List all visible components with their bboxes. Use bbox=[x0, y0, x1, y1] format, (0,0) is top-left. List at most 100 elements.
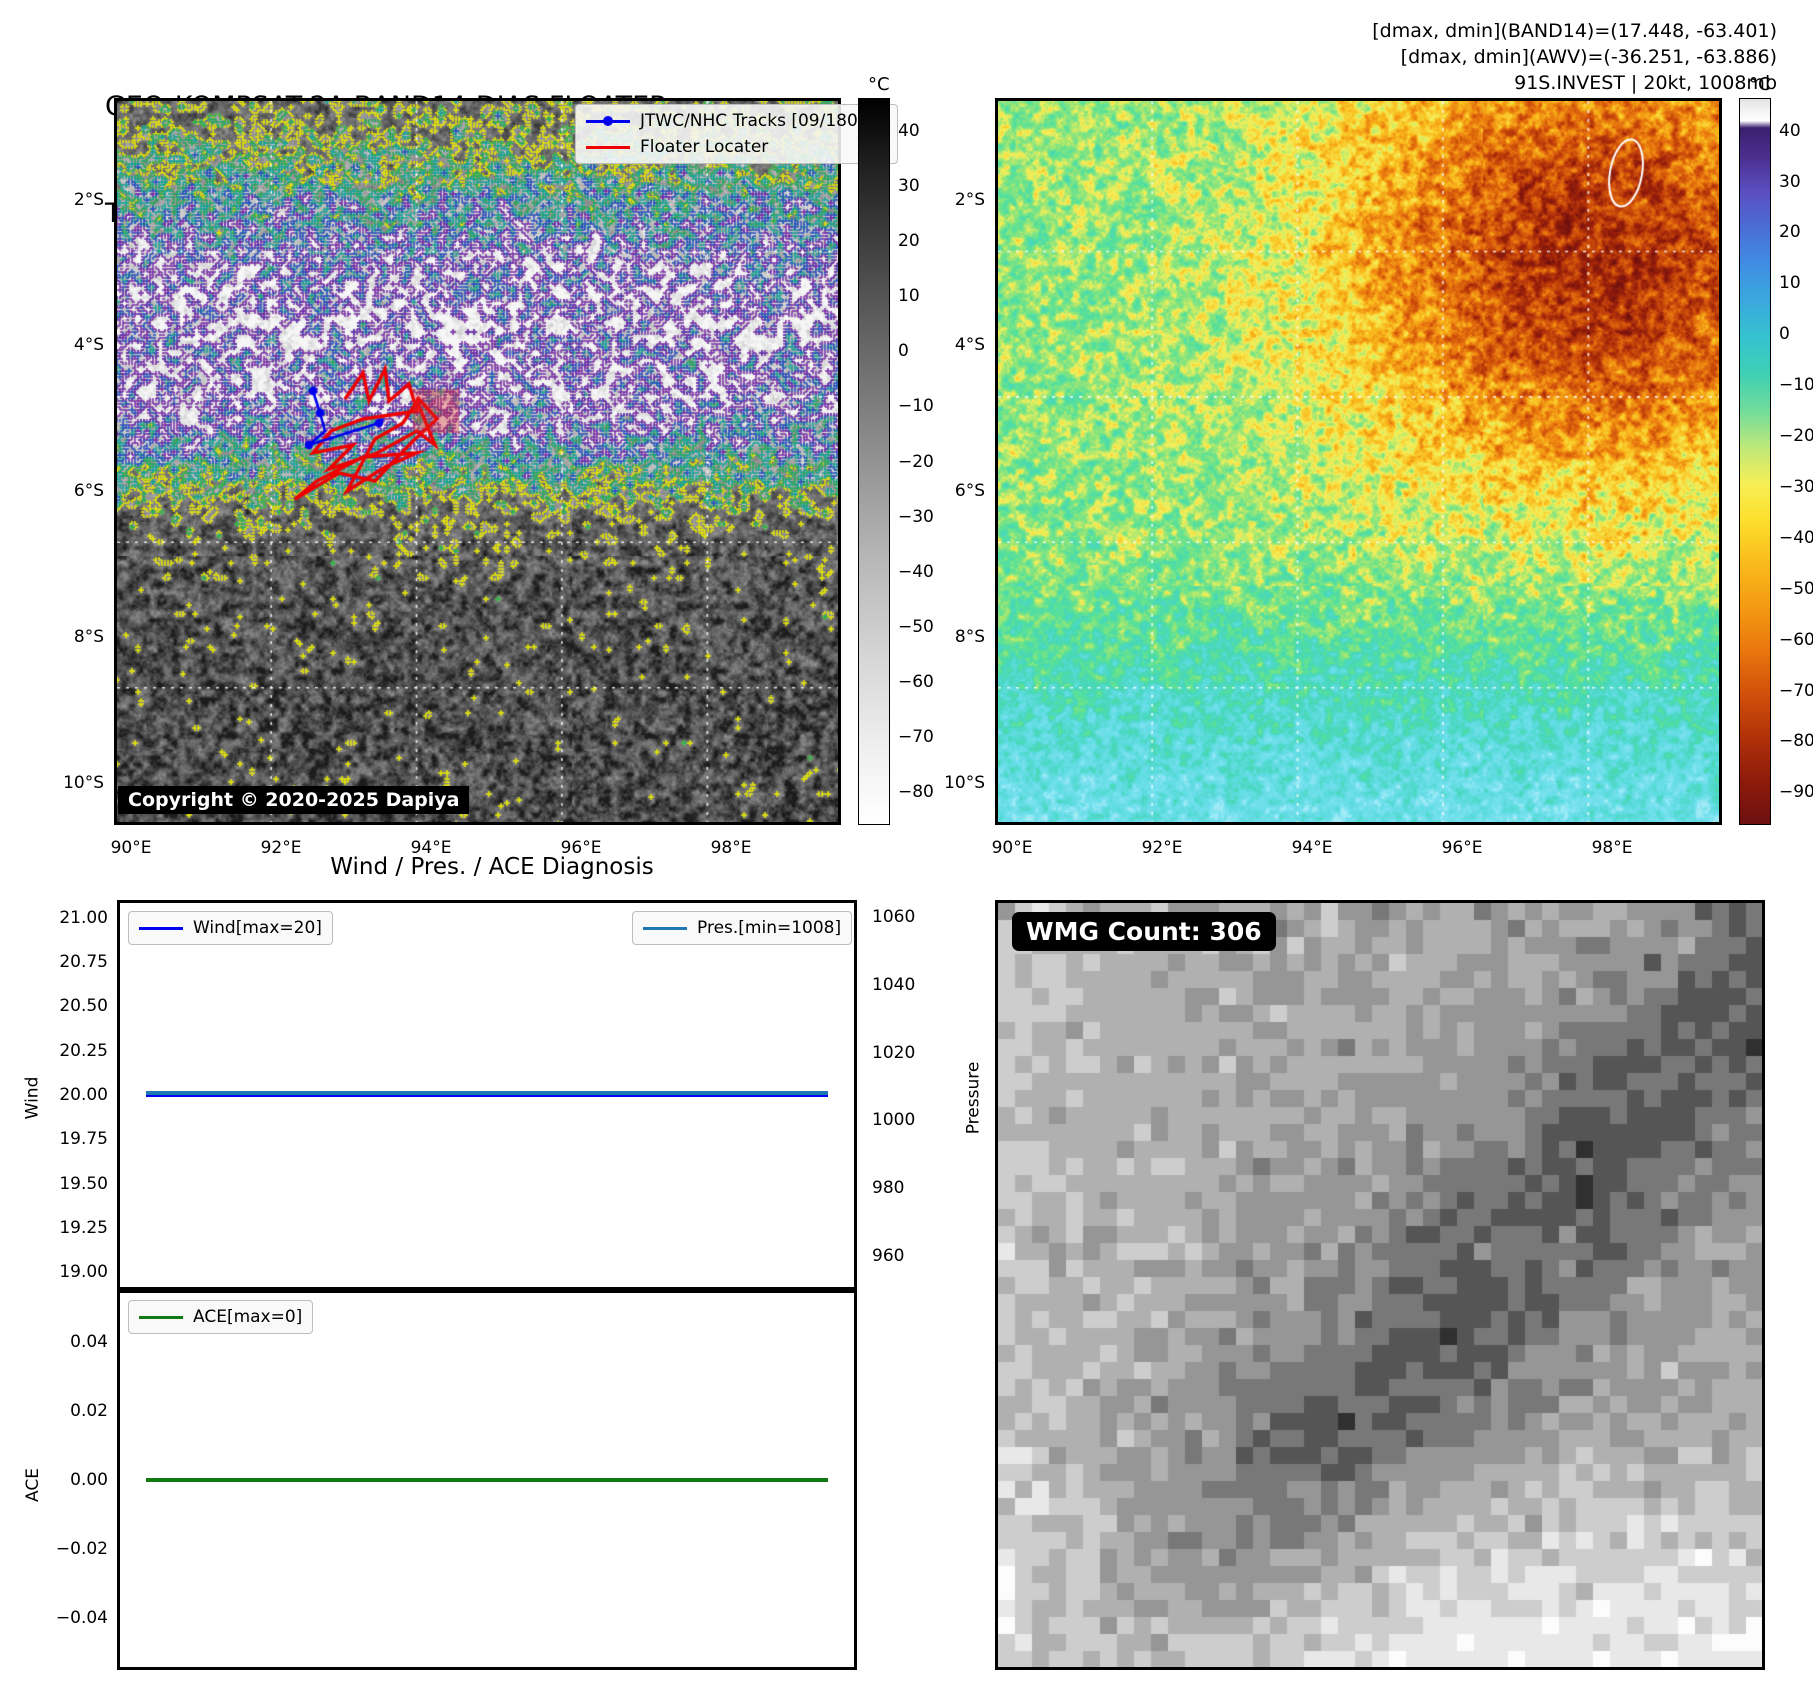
colorbar-tick-label: −10 bbox=[1779, 375, 1813, 396]
wind-swatch-icon bbox=[139, 926, 183, 930]
colorbar-tick-label: −20 bbox=[898, 451, 934, 472]
axis-tick-label: 20.75 bbox=[59, 952, 108, 973]
colorbar-tick-label: −60 bbox=[898, 672, 934, 693]
dmax-band14-line: [dmax, dmin](BAND14)=(17.448, -63.401) bbox=[1372, 20, 1777, 42]
axis-tick-label: 19.25 bbox=[59, 1217, 108, 1238]
colorbar-tick-label: −70 bbox=[1779, 680, 1813, 701]
ace-series-line bbox=[145, 1478, 829, 1482]
pressure-series-line bbox=[145, 1091, 829, 1096]
colorbar-tick-label: 30 bbox=[898, 175, 920, 196]
ir-floater-panel bbox=[114, 98, 841, 825]
legend-label: Pres.[min=1008] bbox=[697, 918, 842, 938]
axis-tick-label: 1040 bbox=[872, 974, 916, 995]
ir-lon-tick: 94°E bbox=[410, 838, 452, 858]
wmg-panel bbox=[995, 900, 1765, 1670]
colorbar-tick-label: 10 bbox=[1779, 273, 1801, 294]
colorbar-tick-label: 0 bbox=[898, 341, 909, 362]
ace-chart bbox=[117, 1290, 857, 1670]
colorbar-tick-label: −30 bbox=[1779, 476, 1813, 497]
colorbar-tick-label: 20 bbox=[898, 230, 920, 251]
awv-lat-tick: 4°S bbox=[954, 335, 985, 355]
colorbar-tick-label: −30 bbox=[898, 506, 934, 527]
wind-pressure-chart bbox=[117, 900, 857, 1290]
legend-item: Pres.[min=1008] bbox=[643, 918, 841, 938]
colorbar-tick-label: −80 bbox=[1779, 731, 1813, 752]
axis-tick-label: 20.50 bbox=[59, 996, 108, 1017]
colorbar-tick-label: −50 bbox=[1779, 578, 1813, 599]
axis-tick-label: 0.02 bbox=[70, 1400, 108, 1421]
ir-lon-tick: 90°E bbox=[110, 838, 152, 858]
awv-colorbar bbox=[1739, 98, 1771, 825]
copyright-banner: Copyright © 2020-2025 Dapiya bbox=[118, 786, 470, 814]
colorbar-tick-label: 20 bbox=[1779, 222, 1801, 243]
colorbar-tick-label: −90 bbox=[1779, 782, 1813, 803]
ir-legend: JTWC/NHC Tracks [09/1800Z] Floater Locat… bbox=[575, 104, 898, 164]
ace-swatch-icon bbox=[139, 1315, 183, 1319]
ir-lat-tick: 10°S bbox=[63, 773, 104, 793]
axis-tick-label: 1000 bbox=[872, 1110, 916, 1131]
ir-colorbar bbox=[858, 98, 890, 825]
axis-tick-label: 0.04 bbox=[70, 1331, 108, 1352]
wmg-count-badge: WMG Count: 306 bbox=[1012, 912, 1276, 951]
ace-legend: ACE[max=0] bbox=[128, 1300, 314, 1334]
ir-satellite-image bbox=[117, 101, 838, 822]
axis-tick-label: 19.50 bbox=[59, 1173, 108, 1194]
awv-lon-tick: 92°E bbox=[1141, 838, 1183, 858]
storm-info-line: 91S.INVEST | 20kt, 1008mb bbox=[1514, 72, 1777, 95]
legend-label: ACE[max=0] bbox=[193, 1307, 303, 1327]
wind-axis-label: Wind bbox=[22, 1076, 43, 1120]
colorbar-tick-label: −10 bbox=[898, 396, 934, 417]
colorbar-tick-label: −40 bbox=[898, 561, 934, 582]
wmg-cloud-cluster-image bbox=[998, 903, 1762, 1667]
colorbar-tick-label: −20 bbox=[1779, 426, 1813, 447]
axis-tick-label: 20.25 bbox=[59, 1040, 108, 1061]
legend-label: JTWC/NHC Tracks [09/1800Z] bbox=[640, 111, 887, 131]
axis-tick-label: −0.02 bbox=[55, 1539, 108, 1560]
ir-lat-tick: 4°S bbox=[73, 335, 104, 355]
legend-label: Wind[max=20] bbox=[193, 918, 322, 938]
colorbar-tick-label: 40 bbox=[1779, 120, 1801, 141]
colorbar-tick-label: 10 bbox=[898, 286, 920, 307]
wind-legend: Wind[max=20] bbox=[128, 911, 333, 945]
axis-tick-label: 0.00 bbox=[70, 1470, 108, 1490]
awv-lat-tick: 10°S bbox=[944, 773, 985, 793]
awv-lon-tick: 94°E bbox=[1291, 838, 1333, 858]
ace-axis-label: ACE bbox=[22, 1468, 43, 1502]
awv-lat-tick: 8°S bbox=[954, 627, 985, 647]
colorbar-tick-label: 0 bbox=[1779, 324, 1790, 345]
colorbar-tick-label: −80 bbox=[898, 782, 934, 803]
ir-lat-tick: 6°S bbox=[73, 481, 104, 501]
ir-lon-tick: 92°E bbox=[260, 838, 302, 858]
ir-lon-tick: 96°E bbox=[560, 838, 602, 858]
header-metadata: [dmax, dmin](BAND14)=(17.448, -63.401) [… bbox=[1372, 18, 1777, 97]
axis-tick-label: 960 bbox=[872, 1246, 905, 1267]
chart-title: Wind / Pres. / ACE Diagnosis bbox=[330, 854, 654, 880]
colorbar-tick-label: 30 bbox=[1779, 171, 1801, 192]
legend-item: Floater Locater bbox=[586, 137, 887, 157]
axis-tick-label: 19.00 bbox=[59, 1262, 108, 1283]
ir-lat-tick: 2°S bbox=[73, 190, 104, 210]
jtwc-track-swatch-icon bbox=[586, 119, 630, 123]
pressure-legend: Pres.[min=1008] bbox=[632, 911, 853, 945]
awv-colorbar-unit: °C bbox=[1749, 74, 1771, 95]
pressure-axis-label: Pressure bbox=[963, 1061, 984, 1135]
colorbar-tick-label: −40 bbox=[1779, 527, 1813, 548]
colorbar-tick-label: −60 bbox=[1779, 629, 1813, 650]
pressure-swatch-icon bbox=[643, 926, 687, 930]
axis-tick-label: −0.04 bbox=[55, 1608, 108, 1629]
awv-lat-tick: 6°S bbox=[954, 481, 985, 501]
floater-locater-swatch-icon bbox=[586, 145, 630, 149]
axis-tick-label: 1020 bbox=[872, 1042, 916, 1063]
legend-item: ACE[max=0] bbox=[139, 1307, 302, 1327]
ir-lat-tick: 8°S bbox=[73, 627, 104, 647]
awv-lon-tick: 96°E bbox=[1441, 838, 1483, 858]
dmax-awv-line: [dmax, dmin](AWV)=(-36.251, -63.886) bbox=[1400, 46, 1777, 69]
ir-colorbar-unit: °C bbox=[868, 74, 890, 95]
awv-lon-tick: 90°E bbox=[991, 838, 1033, 858]
axis-tick-label: 21.00 bbox=[59, 907, 108, 928]
legend-item: JTWC/NHC Tracks [09/1800Z] bbox=[586, 111, 887, 131]
legend-item: Wind[max=20] bbox=[139, 918, 322, 938]
colorbar-tick-label: −50 bbox=[898, 616, 934, 637]
awv-lon-tick: 98°E bbox=[1591, 838, 1633, 858]
